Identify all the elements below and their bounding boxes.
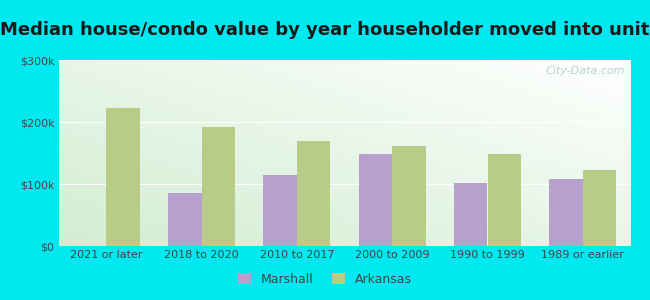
Text: City-Data.com: City-Data.com (545, 66, 625, 76)
Bar (297, 141, 330, 246)
Bar (359, 154, 392, 246)
Bar (583, 170, 616, 246)
Bar (106, 108, 140, 246)
Text: Median house/condo value by year householder moved into unit: Median house/condo value by year househo… (0, 21, 650, 39)
Bar (168, 193, 202, 246)
Bar (488, 154, 521, 246)
Bar (202, 127, 235, 246)
Bar (549, 179, 583, 246)
Bar (392, 146, 426, 246)
Bar (454, 183, 488, 246)
Legend: Marshall, Arkansas: Marshall, Arkansas (233, 268, 417, 291)
Bar (263, 175, 297, 246)
